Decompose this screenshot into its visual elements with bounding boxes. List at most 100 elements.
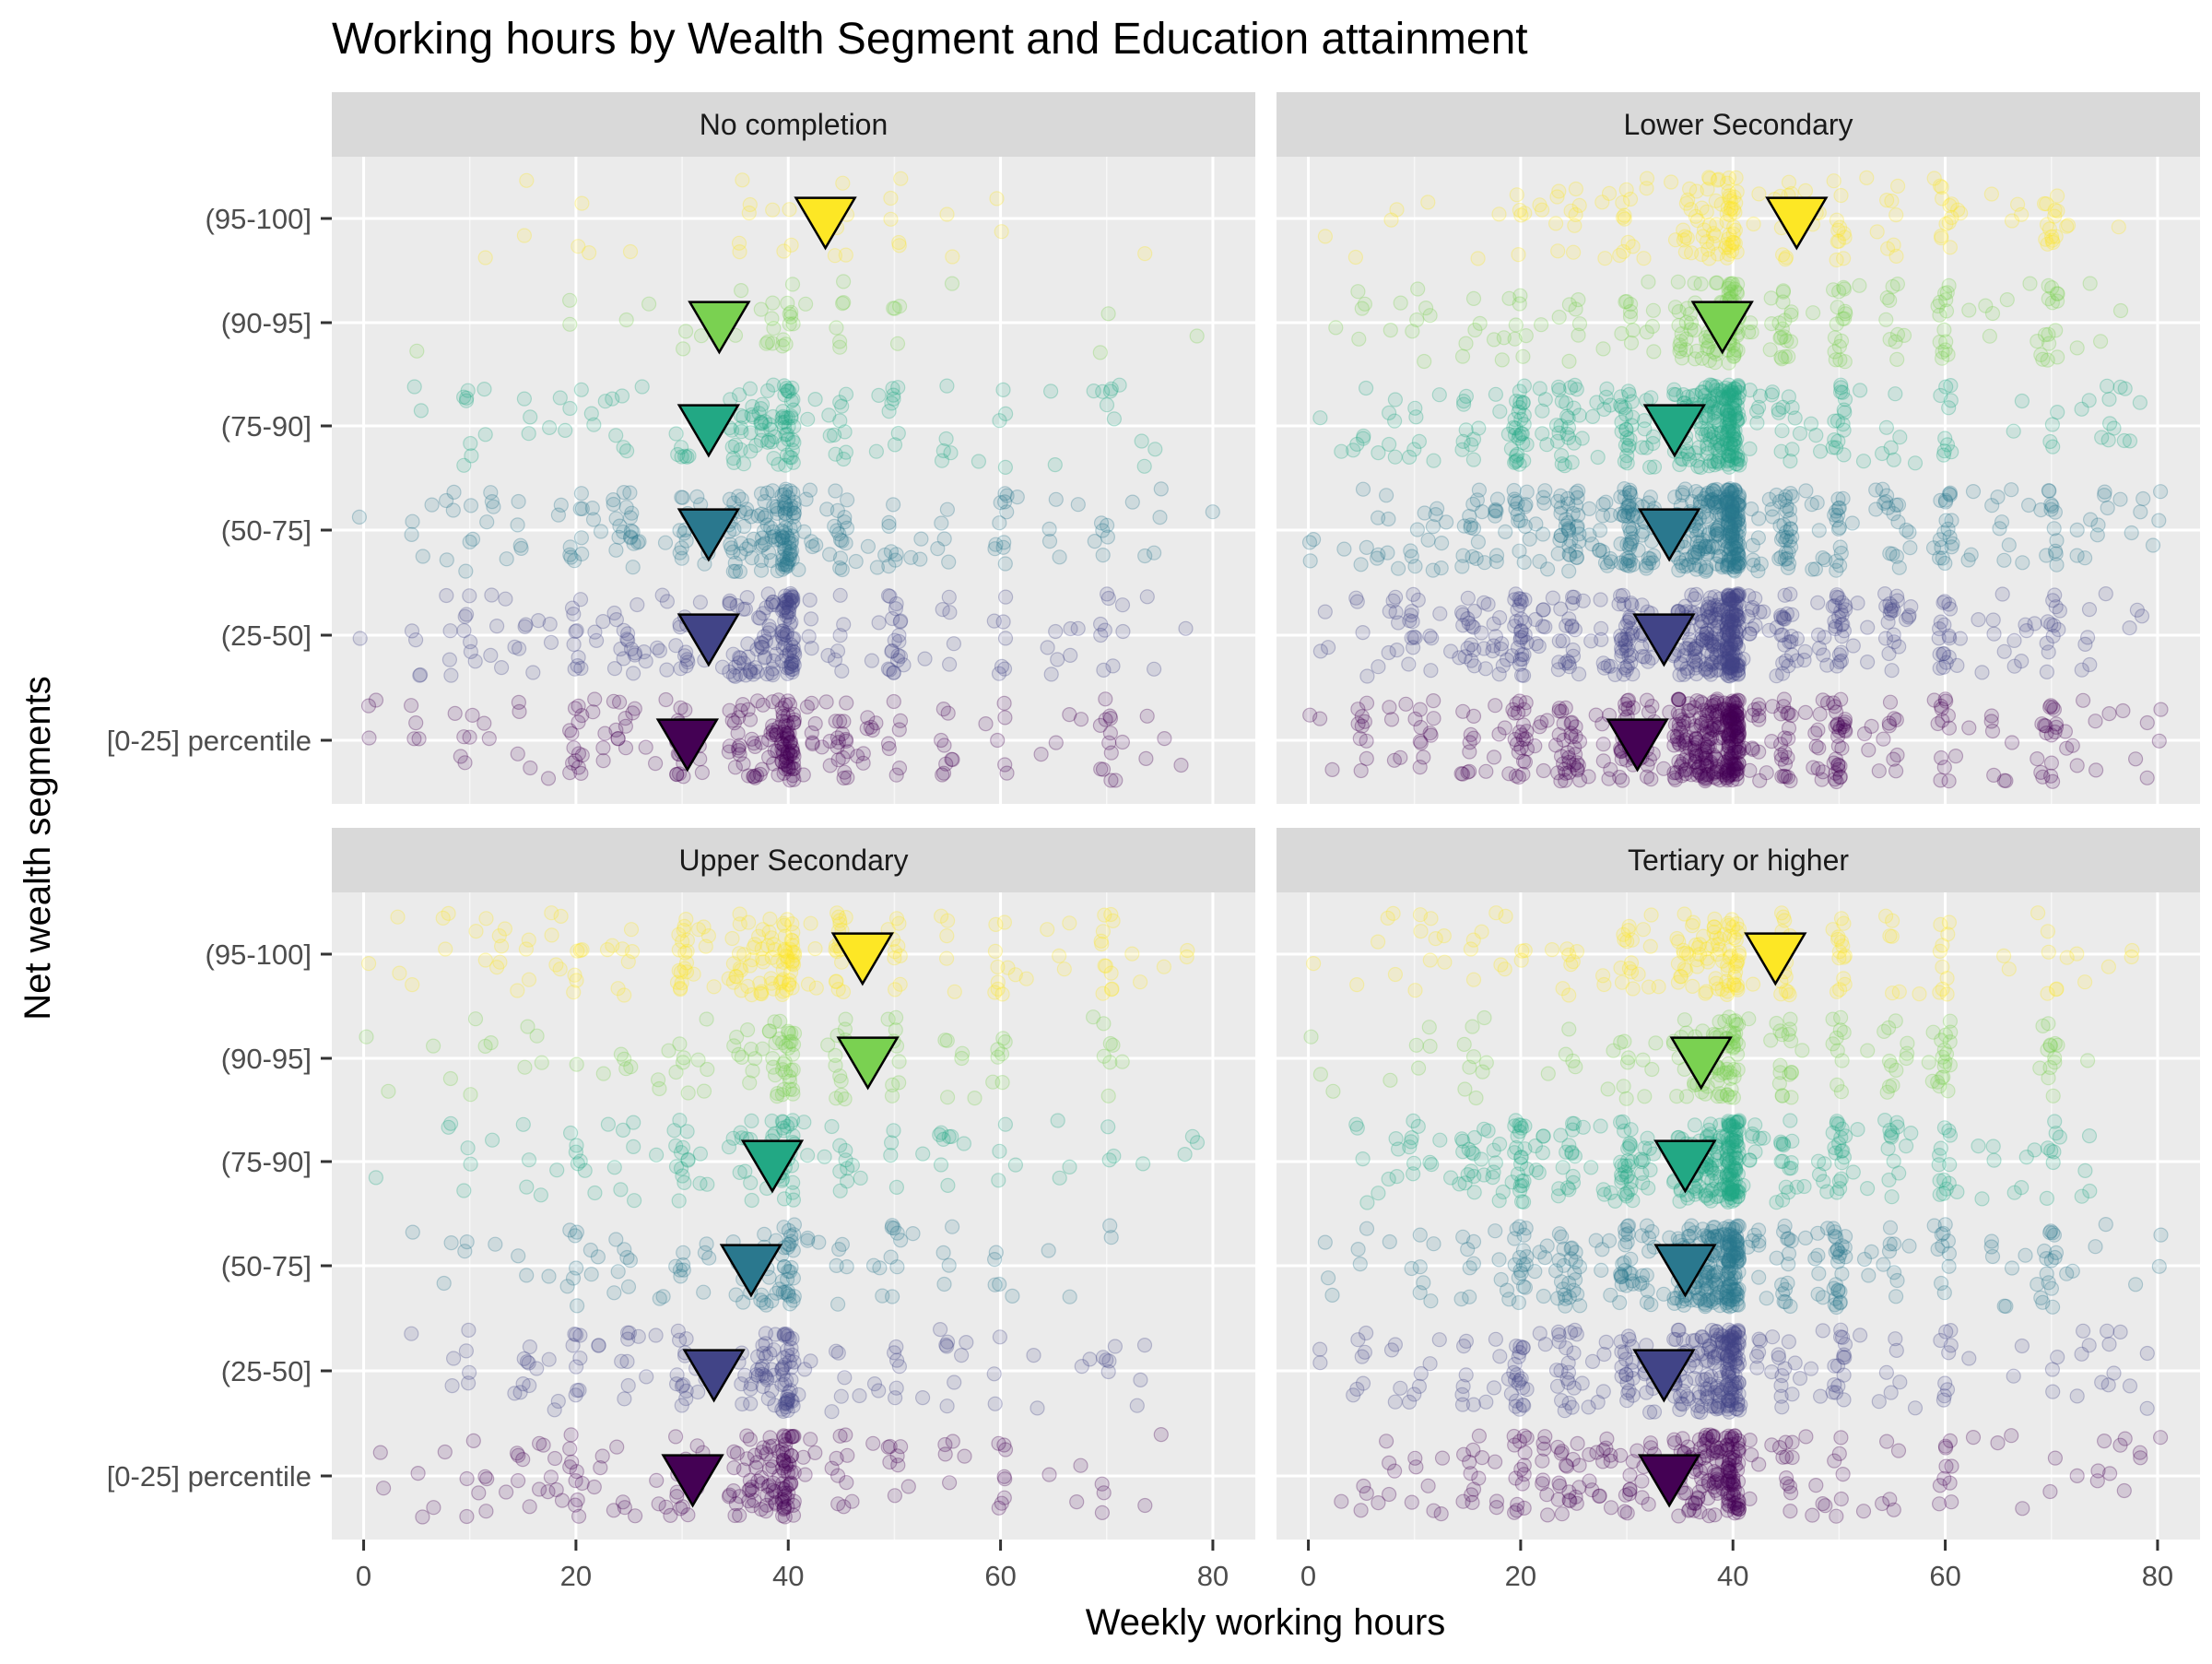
data-point — [2042, 484, 2056, 498]
data-point — [1832, 501, 1846, 514]
data-point — [804, 916, 818, 930]
data-point — [1421, 1479, 1435, 1493]
data-point — [1041, 923, 1054, 937]
data-point — [611, 982, 625, 996]
data-point — [832, 527, 846, 541]
data-point — [1382, 646, 1395, 660]
data-point — [1776, 1450, 1790, 1464]
data-point — [1644, 1441, 1658, 1455]
data-point — [567, 638, 581, 652]
data-point — [445, 1379, 459, 1393]
data-point — [512, 1249, 525, 1263]
data-point — [841, 771, 854, 785]
data-point — [1643, 460, 1657, 474]
data-point — [776, 624, 790, 638]
data-point — [733, 1165, 747, 1179]
data-point — [815, 740, 829, 754]
data-point — [1725, 244, 1739, 258]
data-point — [1811, 596, 1825, 609]
data-point — [446, 503, 460, 517]
data-point — [1559, 396, 1573, 410]
data-point — [1637, 252, 1651, 266]
data-point — [1892, 498, 1906, 512]
data-point — [1099, 692, 1112, 706]
data-point — [406, 1225, 419, 1239]
data-point — [2113, 380, 2127, 394]
data-point — [1605, 1501, 1618, 1515]
data-point — [2082, 394, 2096, 407]
data-point — [2098, 489, 2112, 502]
y-tick-label: (50-75] — [221, 1250, 312, 1282]
data-point — [744, 1043, 758, 1056]
data-point — [1806, 1508, 1819, 1522]
data-point — [409, 716, 423, 730]
data-point — [1984, 714, 1998, 728]
data-point — [1595, 195, 1609, 209]
data-point — [541, 1485, 555, 1499]
data-point — [1568, 378, 1582, 392]
data-point — [2045, 418, 2059, 431]
data-point — [1157, 960, 1171, 974]
data-point — [830, 974, 843, 988]
data-point — [1619, 620, 1633, 633]
data-point — [765, 667, 779, 680]
data-point — [942, 590, 956, 604]
data-point — [1528, 613, 1542, 627]
data-point — [1779, 490, 1793, 503]
data-point — [2152, 513, 2166, 527]
data-point — [535, 1056, 548, 1069]
data-point — [833, 714, 847, 728]
data-point — [1063, 916, 1077, 930]
data-point — [884, 212, 898, 226]
data-point — [1705, 655, 1719, 669]
data-point — [889, 1180, 903, 1194]
data-point — [808, 717, 822, 731]
data-point — [1354, 558, 1368, 572]
data-point — [2062, 218, 2076, 232]
data-point — [498, 922, 512, 936]
data-point — [955, 1052, 969, 1066]
data-point — [989, 1245, 1003, 1259]
data-point — [1805, 417, 1818, 431]
data-point — [1552, 380, 1566, 394]
data-point — [776, 333, 790, 347]
data-point — [1704, 755, 1718, 769]
data-point — [621, 1326, 635, 1339]
data-point — [1495, 353, 1509, 367]
data-point — [1064, 622, 1077, 636]
data-point — [1816, 765, 1830, 779]
data-point — [1313, 644, 1327, 658]
data-point — [512, 695, 525, 709]
data-point — [627, 1139, 641, 1153]
data-point — [1185, 1129, 1199, 1143]
data-point — [798, 1468, 812, 1481]
data-point — [486, 1133, 500, 1147]
data-point — [882, 737, 896, 750]
data-point — [741, 1023, 755, 1037]
data-point — [669, 1066, 683, 1080]
data-point — [1837, 227, 1851, 241]
data-point — [840, 734, 853, 748]
data-point — [2077, 693, 2090, 707]
data-point — [1942, 774, 1956, 788]
data-point — [553, 391, 567, 405]
data-point — [1724, 202, 1738, 216]
data-point — [1783, 534, 1797, 548]
data-point — [1546, 591, 1559, 605]
data-point — [993, 1330, 1006, 1344]
data-point — [1410, 523, 1424, 537]
data-point — [1514, 595, 1528, 608]
data-point — [997, 536, 1011, 549]
data-point — [2065, 738, 2079, 752]
data-point — [1042, 1468, 1056, 1481]
data-point — [1702, 218, 1716, 232]
data-point — [1388, 450, 1402, 464]
data-point — [994, 225, 1008, 239]
data-point — [1806, 306, 1820, 320]
data-point — [1726, 1474, 1740, 1488]
data-point — [1810, 496, 1824, 510]
data-point — [946, 1434, 959, 1448]
data-point — [681, 1086, 695, 1100]
data-point — [1729, 694, 1743, 708]
data-point — [1727, 386, 1741, 400]
